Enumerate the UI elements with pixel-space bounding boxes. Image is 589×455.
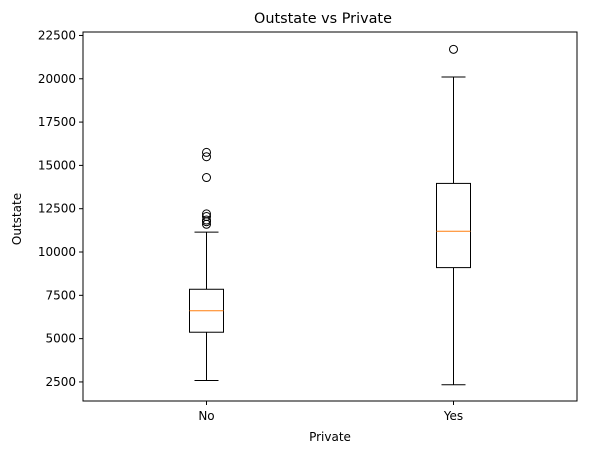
outlier-point <box>202 147 211 157</box>
x-tick-label: Yes <box>443 409 463 423</box>
y-tick-label: 7500 <box>45 288 76 302</box>
outlier-point <box>202 209 211 219</box>
y-tick-label: 12500 <box>38 202 76 216</box>
outlier-point <box>202 173 211 183</box>
y-tick-label: 22500 <box>38 28 76 42</box>
y-tick-label: 15000 <box>38 158 76 172</box>
plot-area: 2500 5000 7500 10000 12500 15000 17500 20000 225… <box>38 28 578 423</box>
chart-title: Outstate vs Private <box>254 11 392 27</box>
plot-frame <box>82 31 578 402</box>
outlier-point <box>202 152 211 162</box>
x-tick-label: No <box>198 409 214 423</box>
y-tick-label: 5000 <box>45 332 76 346</box>
box-yes <box>436 182 471 269</box>
x-axis-label: Private <box>309 430 351 444</box>
outlier-point <box>202 215 211 225</box>
y-tick-label: 10000 <box>38 245 76 259</box>
outlier-point <box>449 44 458 54</box>
y-tick-label: 17500 <box>38 115 76 129</box>
y-tick-label: 20000 <box>38 72 76 86</box>
outlier-point <box>202 212 211 221</box>
y-axis-label: Outstate <box>10 193 24 245</box>
y-tick-label: 2500 <box>45 375 76 389</box>
